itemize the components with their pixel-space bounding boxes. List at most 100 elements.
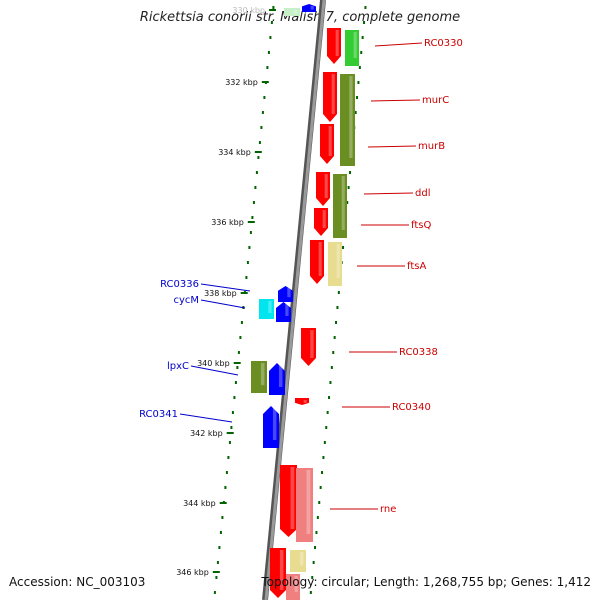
- gene-murb: [320, 124, 334, 164]
- tick-mark: [212, 571, 220, 573]
- gene-shine: [279, 550, 284, 590]
- gene-rc0340: [295, 398, 309, 405]
- gene-rc0341: [263, 406, 279, 448]
- tick-label: 336 kbp: [211, 218, 244, 227]
- track-dot: [215, 576, 218, 579]
- tick-label: 338 kbp: [204, 289, 237, 298]
- track-dot: [227, 456, 230, 459]
- tick-label: 332 kbp: [225, 78, 258, 87]
- label-rne: rne: [380, 504, 396, 515]
- gene-features: [251, 4, 359, 600]
- gene-body: [340, 74, 355, 166]
- tick-mark: [233, 362, 241, 364]
- gene-labels: RC0330 murC murB ddl ftsQ ftsA RC0338 RC0340 rne…: [139, 38, 463, 515]
- gene-body: [269, 363, 285, 395]
- track-dot: [337, 291, 340, 294]
- gene-shine: [331, 74, 335, 114]
- track-dot: [332, 351, 335, 354]
- track-dot: [349, 171, 352, 174]
- track-dot: [230, 426, 233, 429]
- cog-rne: [296, 468, 313, 542]
- accession-text: Accession: NC_003103: [9, 575, 146, 589]
- label-rc0340: RC0340: [392, 402, 431, 413]
- track-dot: [333, 336, 336, 339]
- track-dot: [328, 396, 331, 399]
- gene-shine: [322, 210, 326, 228]
- track-dot: [360, 51, 363, 54]
- track-dot: [347, 186, 350, 189]
- track-dot: [312, 561, 315, 564]
- tick-label: 334 kbp: [218, 148, 251, 157]
- track-dot: [354, 111, 357, 114]
- track-dot: [326, 411, 329, 414]
- track-dot: [213, 591, 216, 594]
- track-dot: [239, 336, 242, 339]
- track-dot: [315, 531, 318, 534]
- leader-line: [370, 99, 421, 102]
- track-dot: [314, 546, 317, 549]
- gene-body: [310, 240, 324, 284]
- track-dot: [319, 486, 322, 489]
- track-dot: [335, 321, 338, 324]
- label-ftsq: ftsQ: [411, 220, 431, 231]
- gene-shine: [324, 174, 328, 198]
- track-dot: [248, 246, 251, 249]
- leader-line: [374, 42, 423, 47]
- gene-top-faint: [284, 8, 300, 16]
- gene-shine: [353, 32, 357, 58]
- track-dot: [318, 501, 321, 504]
- gene-top-blue: [302, 4, 316, 12]
- leader-line: [179, 413, 233, 423]
- track-dot: [225, 471, 228, 474]
- label-lpxc: lpxC: [167, 361, 189, 372]
- tick-mark: [226, 432, 234, 434]
- gene-shine: [272, 408, 277, 440]
- track-dot: [254, 186, 257, 189]
- track-dot: [218, 546, 221, 549]
- track-dot: [272, 6, 275, 9]
- track-dot: [321, 471, 324, 474]
- gene-shine: [294, 576, 298, 593]
- track-dot: [261, 111, 264, 114]
- gene-body: [328, 242, 342, 286]
- gene-shine: [349, 76, 353, 158]
- gene-body: [259, 299, 274, 319]
- cog-lpxc: [251, 361, 267, 393]
- track-dot: [309, 591, 312, 594]
- gene-body: [286, 574, 300, 600]
- label-rc0336: RC0336: [160, 279, 199, 290]
- gene-murc: [323, 72, 337, 122]
- gene-body: [276, 302, 291, 322]
- track-dot: [330, 366, 333, 369]
- leader-line: [363, 192, 414, 195]
- track-dot: [260, 126, 263, 129]
- gene-shine: [341, 176, 345, 230]
- track-dot: [228, 441, 231, 444]
- track-dot: [363, 21, 366, 24]
- gene-ftsq: [314, 208, 328, 236]
- gene-body: [301, 328, 316, 366]
- gene-body: [314, 208, 328, 236]
- gene-shine: [336, 244, 340, 278]
- right-scale-track: [309, 6, 367, 594]
- gene-ftsa: [310, 240, 324, 284]
- tick-label: 346 kbp: [176, 568, 209, 577]
- gene-body: [251, 361, 267, 393]
- track-dot: [237, 351, 240, 354]
- genome-summary: Topology: circular; Length: 1,268,755 bp…: [261, 575, 591, 589]
- track-dot: [342, 246, 345, 249]
- gene-shine: [328, 126, 332, 156]
- track-dot: [311, 576, 314, 579]
- gene-shine: [278, 365, 283, 387]
- gene-shine: [290, 467, 295, 529]
- track-dot: [263, 96, 266, 99]
- gene-ddl: [316, 172, 330, 206]
- gene-body: [320, 124, 334, 164]
- gene-body: [323, 72, 337, 122]
- track-dot: [336, 306, 339, 309]
- track-dot: [252, 201, 255, 204]
- track-dot: [356, 96, 359, 99]
- track-dot: [357, 81, 360, 84]
